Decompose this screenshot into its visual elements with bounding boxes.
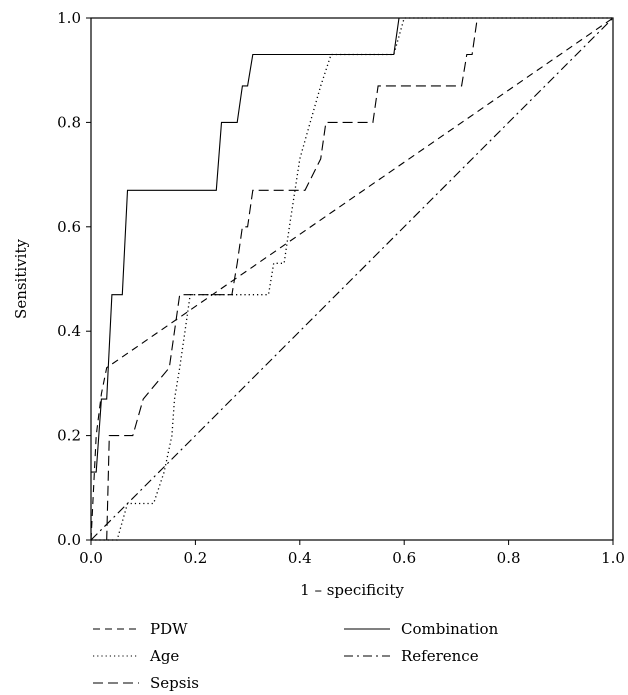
y-tick-label: 0.2 — [57, 427, 81, 445]
x-tick-label: 0.4 — [288, 549, 312, 567]
plot-area-frame — [90, 17, 614, 541]
series-line-age — [91, 17, 613, 541]
legend-label-sepsis: Sepsis — [150, 674, 199, 692]
x-tick-label: 0.8 — [497, 549, 521, 567]
y-tick-label: 0.0 — [57, 531, 81, 549]
y-tick-label: 1.0 — [57, 9, 81, 27]
series-line-combination — [91, 17, 613, 473]
x-tick-label: 0.6 — [392, 549, 416, 567]
series-line-reference — [90, 17, 614, 541]
series-line-sepsis — [91, 17, 613, 541]
axis-ticks: 0.0 0.2 0.4 0.6 0.8 1.0 0.0 0.2 0.4 0.6 0.8 1.0 — [57, 9, 625, 567]
x-tick-label: 0.0 — [79, 549, 103, 567]
series-line-pdw — [90, 17, 614, 541]
legend-label-pdw: PDW — [150, 620, 188, 638]
y-tick-label: 0.8 — [57, 113, 81, 131]
series-layer — [90, 17, 614, 541]
x-tick-label: 0.2 — [183, 549, 207, 567]
y-tick-label: 0.4 — [57, 322, 81, 340]
x-tick-label: 1.0 — [601, 549, 625, 567]
legend-label-age: Age — [149, 647, 179, 665]
x-axis-label: 1 – specificity — [300, 581, 404, 599]
y-tick-label: 0.6 — [57, 218, 81, 236]
legend: PDW Age Sepsis Combination Reference — [93, 620, 499, 692]
legend-label-combination: Combination — [401, 620, 499, 638]
legend-label-reference: Reference — [401, 647, 479, 665]
y-axis-label: Sensitivity — [12, 239, 30, 319]
